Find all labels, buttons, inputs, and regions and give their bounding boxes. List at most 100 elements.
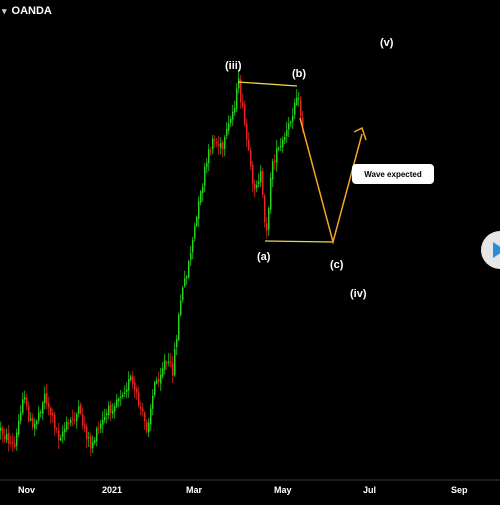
candle-body <box>36 420 38 425</box>
candle-body <box>172 363 174 376</box>
candle-body <box>136 388 138 393</box>
candle-body <box>226 128 228 136</box>
candle-body <box>168 361 170 363</box>
candle-body <box>188 260 190 278</box>
candle-body <box>42 402 44 414</box>
candle-body <box>174 349 176 376</box>
candle-body <box>92 442 94 448</box>
candle-body <box>198 201 200 219</box>
candle-body <box>124 392 126 394</box>
candle-body <box>254 184 256 190</box>
candle-body <box>134 382 136 390</box>
provider-name: OANDA <box>11 5 52 17</box>
candle-body <box>250 150 252 167</box>
candle-body <box>160 374 162 384</box>
candle-body <box>286 130 288 137</box>
candle-body <box>38 412 40 421</box>
candle-body <box>232 111 234 120</box>
candle-body <box>110 404 112 413</box>
candle-body <box>118 398 120 402</box>
candle-body <box>284 137 286 141</box>
candle-body <box>82 414 84 426</box>
x-tick-jul: Jul <box>363 485 376 495</box>
candle-body <box>146 422 148 432</box>
candle-body <box>214 139 216 141</box>
candle-body <box>190 253 192 260</box>
candle-body <box>130 376 132 380</box>
candle-body <box>296 97 298 105</box>
candle-body <box>50 407 52 415</box>
candle-body <box>8 432 10 444</box>
x-tick-nov: Nov <box>18 485 35 495</box>
candle-body <box>264 195 266 223</box>
candle-body <box>220 143 222 148</box>
candle-body <box>2 428 4 435</box>
candle-body <box>192 239 194 253</box>
candle-body <box>164 360 166 370</box>
candle-body <box>70 420 72 423</box>
candle-body <box>6 434 8 441</box>
candle-body <box>116 399 118 407</box>
wave-label-c: (c) <box>330 259 344 271</box>
candles-group <box>0 69 304 457</box>
candle-body <box>18 421 20 435</box>
candle-body <box>52 413 54 416</box>
candle-body <box>236 88 238 109</box>
candle-body <box>120 396 122 398</box>
candle-body <box>26 397 28 406</box>
overlays-group <box>237 81 367 245</box>
x-axis: Nov 2021 Mar May Jul Sep <box>0 479 500 495</box>
candle-body <box>72 418 74 420</box>
candle-body <box>4 435 6 440</box>
candle-body <box>140 406 142 410</box>
candle-body <box>202 186 204 193</box>
candle-body <box>60 437 62 441</box>
x-tick-may: May <box>274 485 292 495</box>
candle-body <box>152 395 154 409</box>
candle-body <box>40 412 42 414</box>
candle-body <box>66 422 68 430</box>
wave-label-a: (a) <box>257 251 271 263</box>
candle-body <box>0 427 2 431</box>
wave-label-v: (v) <box>380 37 394 49</box>
play-icon <box>493 242 500 258</box>
candle-body <box>128 379 130 391</box>
data-provider-label: ▾ OANDA <box>2 5 52 17</box>
play-button[interactable] <box>481 231 500 269</box>
candle-body <box>280 146 282 148</box>
candle-body <box>248 139 250 151</box>
wave-label-b: (b) <box>292 68 306 80</box>
candle-body <box>14 443 16 448</box>
x-tick-2021: 2021 <box>102 485 122 495</box>
candle-body <box>180 300 182 315</box>
candle-body <box>200 191 202 203</box>
candle-body <box>258 181 260 185</box>
candle-body <box>32 417 34 428</box>
candle-body <box>78 406 80 414</box>
candle-body <box>34 423 36 429</box>
candle-body <box>132 375 134 385</box>
candle-body <box>54 414 56 429</box>
candle-body <box>28 405 30 422</box>
candle-body <box>142 408 144 412</box>
candle-body <box>182 287 184 300</box>
candle-body <box>102 419 104 425</box>
candle-body <box>260 171 262 183</box>
wave-label-iii: (iii) <box>225 60 242 72</box>
candle-body <box>238 78 240 89</box>
candle-body <box>234 107 236 113</box>
x-tick-mar: Mar <box>186 485 203 495</box>
candle-body <box>218 143 220 146</box>
candle-body <box>112 410 114 414</box>
candle-body <box>166 361 168 364</box>
candle-body <box>158 378 160 382</box>
candle-body <box>212 138 214 150</box>
candle-body <box>30 418 32 421</box>
candle-body <box>156 380 158 384</box>
candle-body <box>126 389 128 392</box>
candle-body <box>298 98 300 100</box>
candle-body <box>122 394 124 397</box>
candle-body <box>274 160 276 162</box>
wave-label-iv: (iv) <box>350 288 367 300</box>
candle-body <box>58 430 60 440</box>
